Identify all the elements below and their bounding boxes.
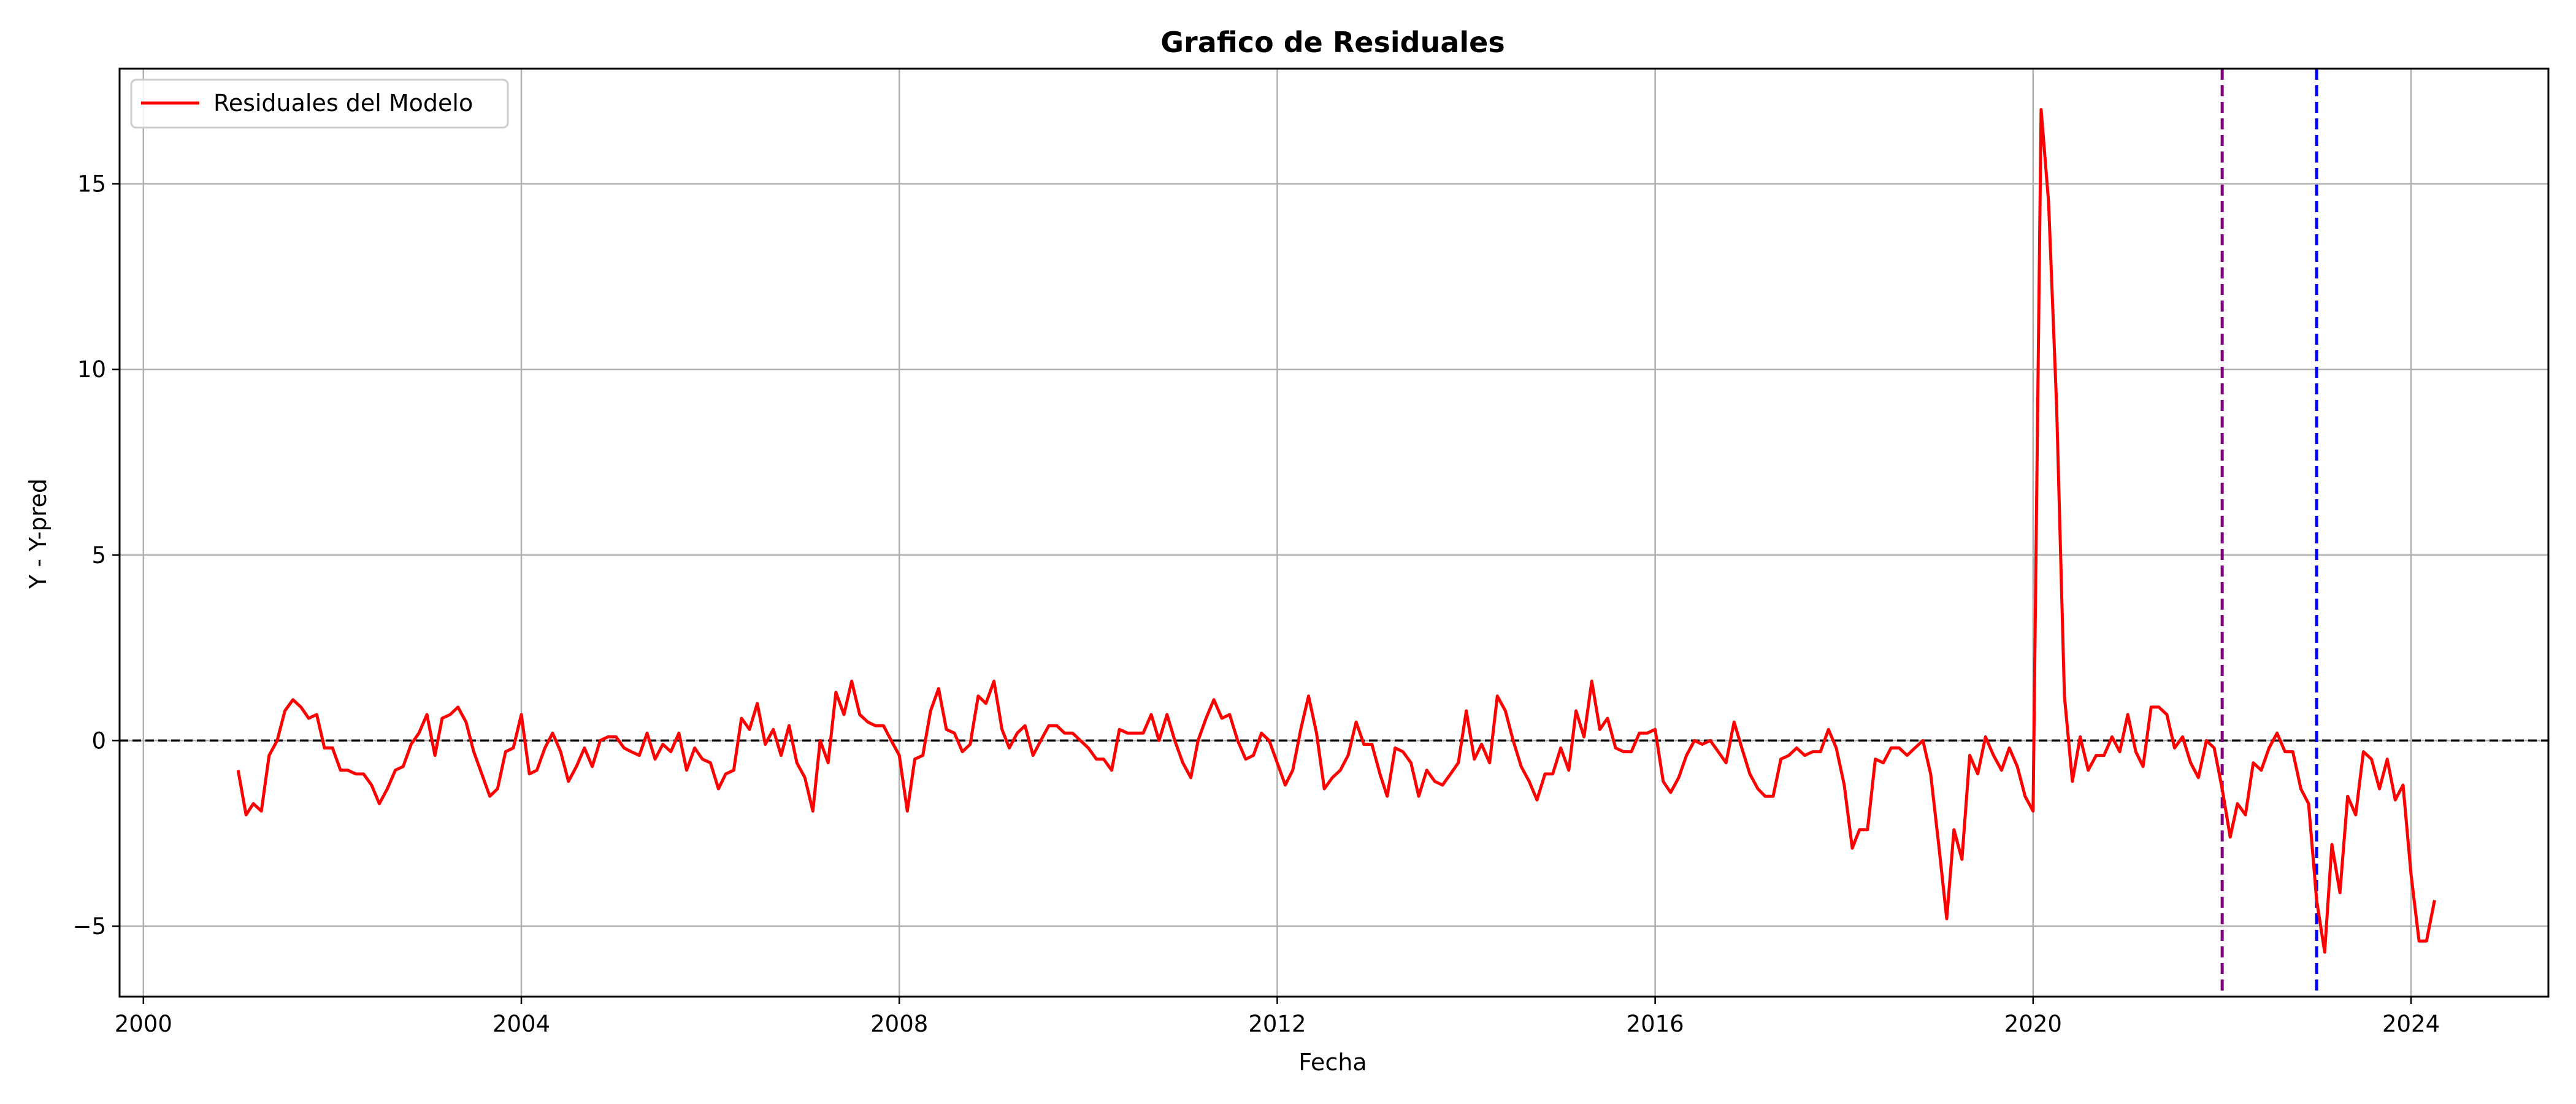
x-tick-label: 2004 <box>493 1011 550 1037</box>
y-tick-label: 10 <box>77 356 106 383</box>
x-axis-label: Fecha <box>1298 1049 1367 1076</box>
chart-title: Grafico de Residuales <box>1160 26 1505 59</box>
legend: Residuales del Modelo <box>130 79 509 129</box>
y-tick-label: 0 <box>91 727 106 754</box>
x-tick-label: 2020 <box>2004 1011 2062 1037</box>
x-tick-label: 2012 <box>1248 1011 1306 1037</box>
y-tick-label: 5 <box>91 542 106 569</box>
x-tick-label: 2024 <box>2382 1011 2440 1037</box>
y-tick-label: −5 <box>72 913 106 940</box>
residuals-series-line <box>236 108 2436 954</box>
x-tick-label: 2008 <box>870 1011 928 1037</box>
axis-ticks: 2000 2004 2008 2012 2016 2020 2024 −5 0 5 10 15 <box>72 171 2440 1037</box>
plot-area-frame <box>118 67 2550 998</box>
y-axis-label: Y - Y-pred <box>25 478 52 589</box>
legend-box <box>130 79 509 129</box>
x-tick-label: 2000 <box>115 1011 172 1037</box>
y-tick-label: 15 <box>77 171 106 197</box>
x-tick-label: 2016 <box>1627 1011 1684 1037</box>
legend-label: Residuales del Modelo <box>213 90 473 117</box>
series-layer <box>236 108 2436 954</box>
